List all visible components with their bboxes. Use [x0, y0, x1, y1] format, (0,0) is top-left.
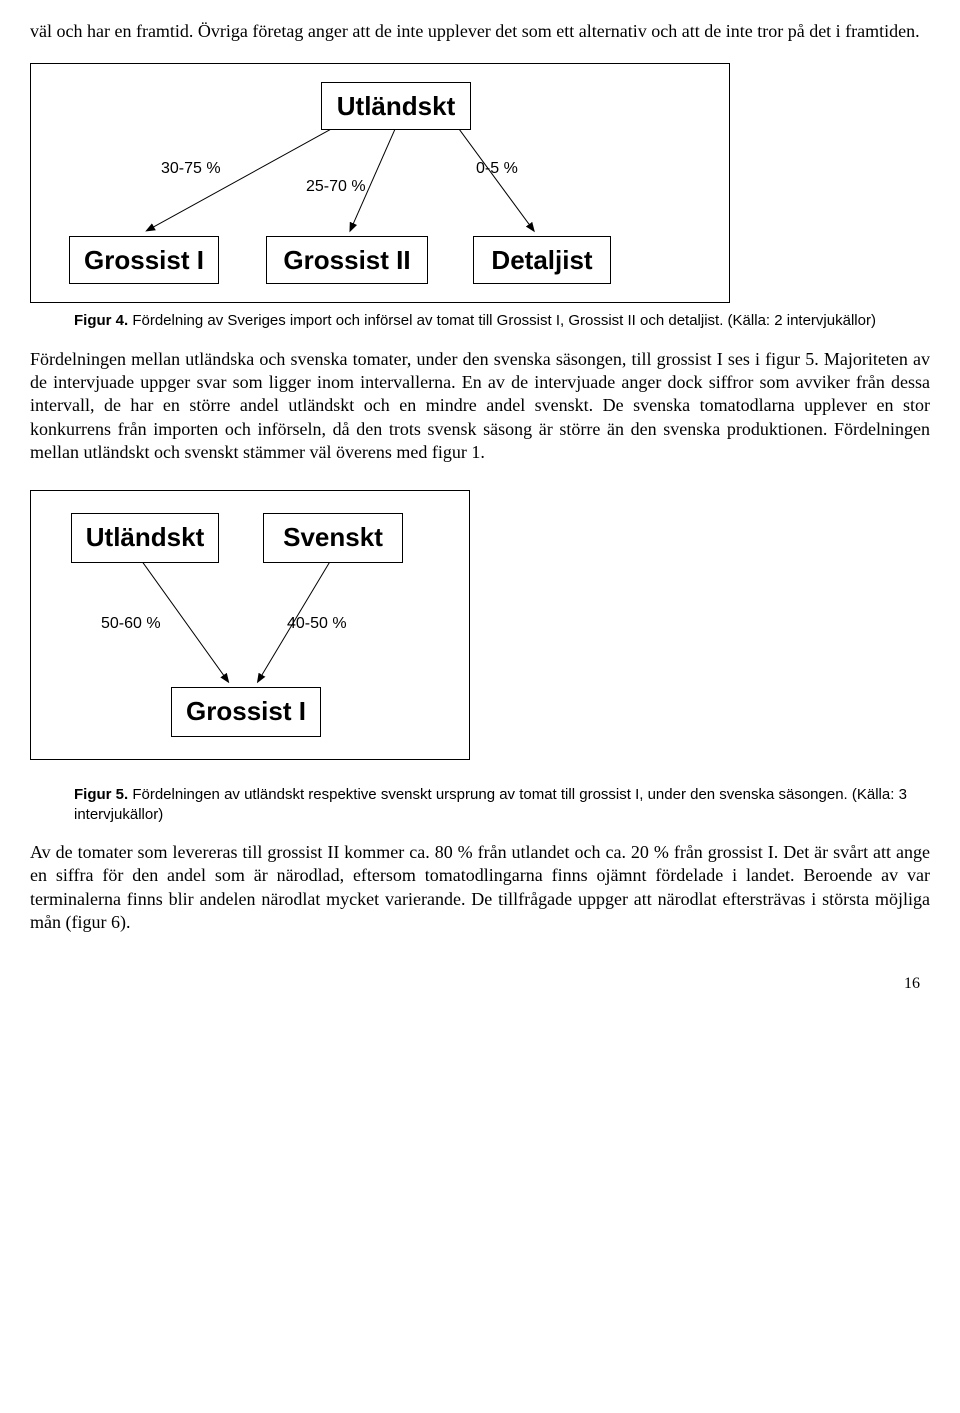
- node-grossist-1: Grossist I: [69, 236, 219, 284]
- figure-4-caption: Figur 4. Fördelning av Sveriges import o…: [74, 311, 910, 331]
- node-utlandskt: Utländskt: [71, 513, 219, 563]
- node-svenskt: Svenskt: [263, 513, 403, 563]
- arrow-line: [459, 130, 533, 231]
- node-utlandskt: Utländskt: [321, 82, 471, 130]
- node-detaljist: Detaljist: [473, 236, 611, 284]
- node-grossist-2: Grossist II: [266, 236, 428, 284]
- edge-label-left: 50-60 %: [101, 615, 161, 633]
- figure-4-diagram: Utländskt Grossist I Grossist II Detalji…: [30, 63, 730, 303]
- intro-text: väl och har en framtid. Övriga företag a…: [30, 20, 930, 43]
- figure-5-caption-text: Fördelningen av utländskt respektive sve…: [74, 786, 907, 823]
- edge-label-right: 40-50 %: [287, 615, 347, 633]
- figure-5-diagram: Utländskt Svenskt Grossist I 50-60 % 40-…: [30, 490, 470, 760]
- arrow-line: [147, 130, 330, 231]
- figure-4-label: Figur 4.: [74, 312, 128, 329]
- node-grossist-1: Grossist I: [171, 687, 321, 737]
- figure-5-caption: Figur 5. Fördelningen av utländskt respe…: [74, 785, 910, 826]
- body-paragraph-1: Fördelningen mellan utländska och svensk…: [30, 348, 930, 465]
- page-number: 16: [30, 975, 930, 993]
- edge-label-right: 0-5 %: [476, 160, 518, 178]
- body-paragraph-2: Av de tomater som levereras till grossis…: [30, 841, 930, 935]
- edge-label-left: 30-75 %: [161, 160, 221, 178]
- figure-5-label: Figur 5.: [74, 786, 128, 803]
- edge-label-mid: 25-70 %: [306, 178, 366, 196]
- figure-4-caption-text: Fördelning av Sveriges import och införs…: [128, 312, 876, 329]
